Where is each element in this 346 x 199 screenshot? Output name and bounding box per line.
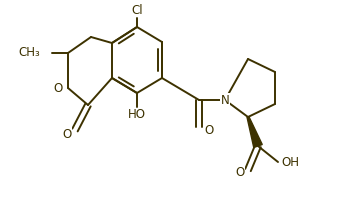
Text: O: O bbox=[204, 125, 213, 138]
Text: OH: OH bbox=[281, 155, 299, 169]
Text: O: O bbox=[62, 128, 72, 140]
Text: Cl: Cl bbox=[131, 4, 143, 17]
Text: O: O bbox=[53, 82, 63, 95]
Text: O: O bbox=[235, 167, 245, 179]
Text: N: N bbox=[221, 94, 229, 106]
Text: CH₃: CH₃ bbox=[18, 47, 40, 60]
Polygon shape bbox=[247, 117, 262, 147]
Text: HO: HO bbox=[128, 108, 146, 122]
